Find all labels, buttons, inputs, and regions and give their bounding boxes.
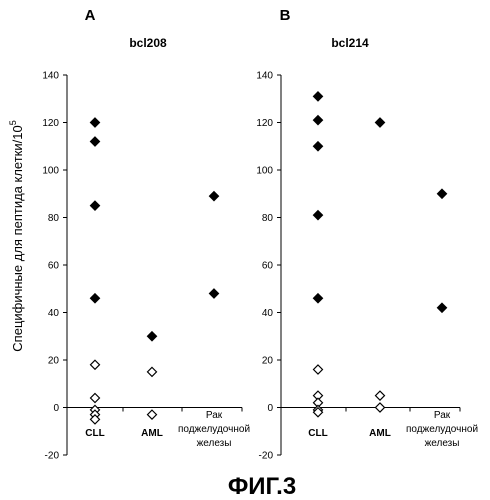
data-point-filled bbox=[89, 117, 101, 128]
data-point-filled bbox=[89, 292, 101, 304]
category-label-line: Рак bbox=[434, 410, 451, 421]
category-label-line: CLL bbox=[85, 428, 104, 439]
y-tick-label: 60 bbox=[48, 261, 60, 272]
data-point-filled bbox=[312, 209, 324, 221]
category-label-line: железы bbox=[425, 438, 460, 449]
y-tick-label: 0 bbox=[267, 403, 273, 414]
y-tick-label: -20 bbox=[259, 451, 274, 462]
y-tick-label: 20 bbox=[262, 356, 274, 367]
category-label: AML bbox=[369, 428, 391, 439]
data-point-open bbox=[374, 402, 386, 413]
y-tick-label: 140 bbox=[42, 71, 59, 82]
y-axis-label-text: Специфичные для пептида клетки/10 bbox=[10, 125, 25, 351]
category-label-line: поджелудочной bbox=[406, 424, 478, 435]
panel-title: bcl214 bbox=[331, 36, 369, 50]
y-axis-label: Специфичные для пептида клетки/105 bbox=[8, 120, 25, 351]
y-axis-label-group: Специфичные для пептида клетки/105 bbox=[8, 120, 25, 351]
data-point-open bbox=[374, 390, 386, 401]
category-label: AML bbox=[141, 428, 163, 439]
data-point-filled bbox=[312, 292, 324, 304]
y-tick-label: 140 bbox=[256, 71, 273, 82]
data-point-filled bbox=[208, 190, 220, 202]
data-point-filled bbox=[89, 200, 101, 211]
data-point-filled bbox=[312, 140, 324, 152]
data-point-filled bbox=[374, 117, 386, 128]
category-label-line: AML bbox=[141, 428, 163, 439]
data-point-filled bbox=[146, 330, 158, 342]
category-label-line: Рак bbox=[206, 410, 223, 421]
y-tick-label: 100 bbox=[256, 166, 273, 177]
data-point-open bbox=[89, 359, 101, 371]
panel-title: bcl208 bbox=[129, 36, 167, 50]
y-tick-label: 60 bbox=[262, 261, 274, 272]
data-point-filled bbox=[436, 188, 448, 200]
category-label-line: CLL bbox=[308, 428, 327, 439]
category-label: Рак поджелудочной железы bbox=[406, 410, 478, 449]
data-point-open bbox=[146, 409, 158, 420]
y-axis-label-superscript: 5 bbox=[8, 120, 18, 125]
panel-letter: B bbox=[280, 7, 291, 24]
category-label-line: AML bbox=[369, 428, 391, 439]
y-tick-label: -20 bbox=[45, 451, 60, 462]
panel-letter: A bbox=[85, 7, 96, 24]
figure-caption: ФИГ.3 bbox=[228, 473, 296, 500]
data-point-open bbox=[89, 392, 101, 404]
y-tick-label: 0 bbox=[53, 403, 59, 414]
y-tick-label: 80 bbox=[262, 213, 274, 224]
y-tick-label: 100 bbox=[42, 166, 59, 177]
y-tick-label: 20 bbox=[48, 356, 60, 367]
y-tick-label: 80 bbox=[48, 213, 60, 224]
data-point-open bbox=[312, 364, 324, 375]
data-point-open bbox=[146, 366, 158, 378]
data-point-filled bbox=[89, 136, 101, 147]
data-point-open bbox=[89, 414, 101, 425]
category-label: CLL bbox=[85, 428, 104, 439]
data-point-filled bbox=[312, 114, 324, 126]
data-point-filled bbox=[436, 302, 448, 314]
y-tick-label: 40 bbox=[48, 308, 60, 319]
category-label-line: поджелудочной bbox=[178, 424, 250, 435]
y-tick-label: 120 bbox=[42, 118, 59, 129]
category-label: CLL bbox=[308, 428, 327, 439]
category-label-line: железы bbox=[197, 438, 232, 449]
data-point-filled bbox=[208, 288, 220, 299]
y-tick-label: 40 bbox=[262, 308, 274, 319]
data-point-filled bbox=[312, 91, 324, 102]
category-label: Рак поджелудочной железы bbox=[178, 410, 250, 449]
y-tick-label: 120 bbox=[256, 118, 273, 129]
data-point-open bbox=[312, 406, 324, 418]
